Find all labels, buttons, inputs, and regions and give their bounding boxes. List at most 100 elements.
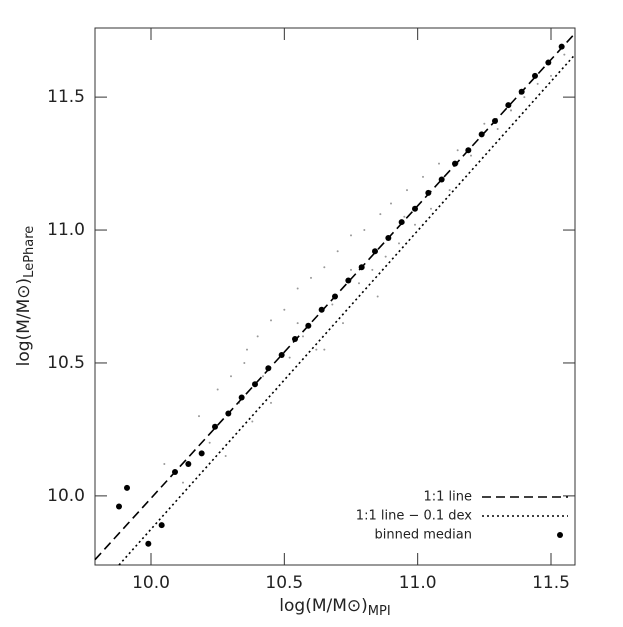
median-point (358, 264, 365, 271)
x-tick-label: 11.0 (399, 573, 437, 593)
x-tick-label: 11.5 (532, 573, 570, 593)
y-tick-label: 11.5 (47, 87, 85, 107)
data-point (256, 335, 259, 338)
data-point (403, 215, 406, 218)
median-point (412, 205, 418, 212)
data-point (470, 154, 472, 157)
data-point (270, 401, 272, 404)
y-tick-label: 11.0 (47, 220, 85, 240)
median-point (558, 43, 565, 50)
data-point (438, 162, 440, 165)
data-point (448, 189, 451, 192)
median-point (532, 72, 538, 79)
data-point (379, 213, 382, 216)
data-point (216, 388, 219, 391)
median-point (345, 277, 352, 284)
median-point (225, 410, 232, 417)
median-point (372, 248, 378, 255)
data-point (163, 462, 166, 465)
median-point (124, 484, 130, 491)
median-point (238, 394, 245, 401)
data-point (483, 122, 486, 125)
median-point (518, 88, 525, 95)
data-point (251, 420, 254, 423)
data-point (390, 202, 392, 205)
median-point (465, 147, 472, 154)
median-point (252, 381, 258, 388)
median-point (185, 460, 192, 467)
median-point (492, 118, 498, 125)
data-point (422, 175, 424, 178)
y-tick-label: 10.5 (47, 353, 85, 373)
median-point (116, 503, 122, 510)
median-point (318, 306, 325, 313)
y-label-sub: LePhare (22, 226, 37, 278)
median-point (305, 322, 312, 329)
median-point (198, 450, 205, 457)
data-point (350, 268, 352, 271)
data-point (243, 361, 246, 364)
median-point (292, 336, 298, 343)
reference-line (118, 54, 576, 566)
data-point (342, 322, 344, 325)
median-point (158, 522, 165, 529)
data-point (358, 282, 360, 285)
x-tick-label: 10.0 (132, 573, 170, 593)
data-point (262, 375, 264, 378)
data-point (414, 223, 416, 226)
legend-marker (557, 532, 563, 538)
median-point (265, 365, 272, 372)
data-point (350, 234, 352, 237)
data-point (550, 74, 552, 77)
y-axis-label: log(M/M⊙)LePhare (14, 226, 37, 367)
median-point (385, 235, 392, 242)
data-point (323, 266, 326, 269)
data-point (510, 109, 512, 112)
median-point (452, 160, 458, 167)
median-point (332, 293, 338, 300)
legend-label: 1:1 line − 0.1 dex (356, 509, 473, 524)
median-point (505, 102, 512, 109)
median-point (478, 131, 485, 138)
data-point (283, 308, 286, 311)
x-label-sub: MPI (368, 604, 391, 619)
median-point (278, 351, 285, 358)
median-point (425, 189, 432, 196)
median-point (172, 468, 178, 475)
data-point (182, 481, 184, 484)
plot-frame (94, 27, 576, 566)
x-label-main: log(M/M⊙) (279, 596, 368, 616)
data-point (270, 319, 272, 322)
data-point (315, 348, 318, 351)
data-point (398, 242, 400, 245)
median-point (145, 540, 152, 547)
data-point (296, 287, 299, 290)
data-point (406, 189, 408, 192)
data-point (288, 356, 291, 359)
data-point (384, 255, 387, 258)
data-point (496, 128, 499, 131)
data-point (230, 375, 232, 378)
median-point (212, 423, 218, 430)
data-point (523, 96, 526, 99)
legend-label: 1:1 line (423, 490, 472, 505)
median-point (438, 176, 445, 183)
data-point (456, 149, 459, 152)
data-point (563, 53, 566, 56)
data-point (331, 303, 334, 306)
data-point (246, 348, 248, 351)
data-point (430, 207, 432, 210)
data-point (198, 415, 200, 418)
data-point (310, 276, 312, 279)
data-point (224, 455, 227, 458)
data-point (536, 82, 539, 85)
median-point (545, 59, 552, 66)
data-point (302, 335, 304, 338)
data-point (376, 295, 379, 298)
y-tick-label: 10.0 (47, 486, 85, 506)
data-point (336, 250, 339, 253)
legend-label: binned median (375, 528, 472, 543)
data-point (208, 441, 211, 444)
data-point (371, 268, 374, 271)
